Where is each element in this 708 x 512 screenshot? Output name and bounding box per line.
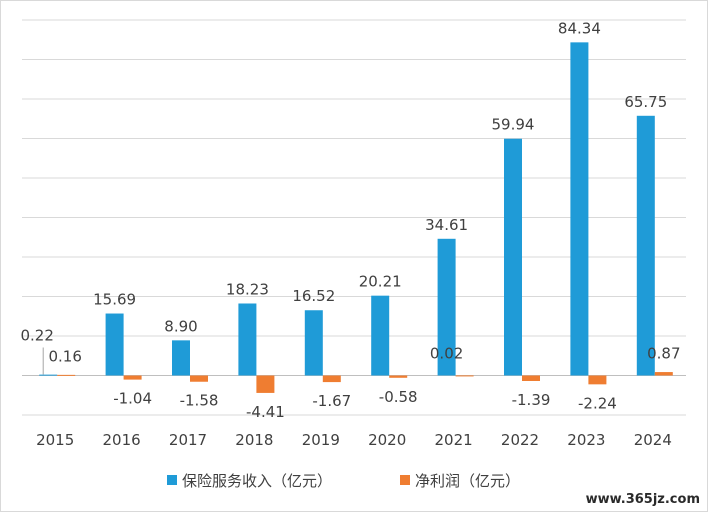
bar-revenue (238, 303, 257, 376)
x-tick-label: 2018 (235, 431, 273, 449)
legend-swatch-revenue (167, 475, 177, 485)
legend-swatch-net-profit (400, 475, 410, 485)
bar-net-profit (654, 372, 673, 376)
bar-revenue (39, 374, 58, 376)
x-tick-label: 2017 (169, 431, 207, 449)
data-label-revenue: 34.61 (425, 216, 468, 234)
x-tick-label: 2015 (36, 431, 74, 449)
x-tick-label: 2022 (501, 431, 539, 449)
data-labels: 0.22 0.16 15.69 -1.04 8.90 -1.58 18.23 -4.41 16.… (20, 19, 680, 421)
bar-revenue (570, 42, 589, 376)
data-label-net-profit: 0.02 (430, 345, 463, 363)
data-label-net-profit: 0.16 (48, 348, 81, 366)
bar-revenue (504, 138, 522, 376)
data-label-revenue: 59.94 (492, 116, 535, 134)
data-label-revenue: 18.23 (226, 280, 269, 298)
bar-net-profit (190, 375, 208, 382)
data-label-revenue: 20.21 (359, 273, 402, 291)
data-label-revenue: 65.75 (624, 93, 667, 111)
bar-net-profit (123, 375, 142, 380)
legend-label-net-profit: 净利润（亿元） (415, 472, 520, 490)
data-label-net-profit: -1.04 (113, 390, 152, 408)
bar-net-profit (322, 375, 341, 383)
bar-revenue (172, 340, 190, 376)
data-label-revenue: 0.22 (20, 327, 53, 345)
data-label-revenue: 84.34 (558, 19, 601, 37)
data-label-net-profit: 0.87 (647, 345, 680, 363)
data-label-net-profit: -2.24 (578, 394, 617, 412)
bar-revenue (105, 313, 124, 376)
bar-net-profit (522, 375, 540, 381)
legend: 保险服务收入（亿元） 净利润（亿元） (167, 472, 520, 490)
watermark: www.365jz.com (586, 492, 700, 507)
x-tick-label: 2019 (302, 431, 340, 449)
bars (39, 42, 673, 393)
data-label-revenue: 8.90 (164, 317, 197, 335)
bar-net-profit (389, 375, 408, 378)
x-tick-label: 2023 (567, 431, 605, 449)
bar-net-profit (588, 375, 607, 385)
x-tick-label: 2021 (435, 431, 473, 449)
bar-net-profit (455, 375, 474, 377)
bar-net-profit (256, 375, 275, 393)
bar-revenue (304, 310, 323, 376)
bar-revenue (437, 238, 456, 376)
data-label-revenue: 16.52 (292, 287, 335, 305)
x-tick-label: 2016 (103, 431, 141, 449)
data-label-revenue: 15.69 (93, 291, 136, 309)
legend-label-revenue: 保险服务收入（亿元） (182, 472, 332, 490)
bar-revenue (371, 295, 390, 376)
bar-net-profit (57, 374, 76, 376)
data-label-net-profit: -1.67 (312, 392, 351, 410)
data-label-net-profit: -1.39 (512, 391, 551, 409)
data-label-net-profit: -4.41 (246, 403, 285, 421)
x-axis-ticks: 2015 2016 2017 2018 2019 2020 2021 2022 2023 2024 (36, 431, 672, 449)
data-label-net-profit: -1.58 (180, 392, 219, 410)
data-label-net-profit: -0.58 (379, 388, 418, 406)
x-tick-label: 2024 (634, 431, 672, 449)
bar-revenue (636, 115, 655, 376)
x-tick-label: 2020 (368, 431, 406, 449)
